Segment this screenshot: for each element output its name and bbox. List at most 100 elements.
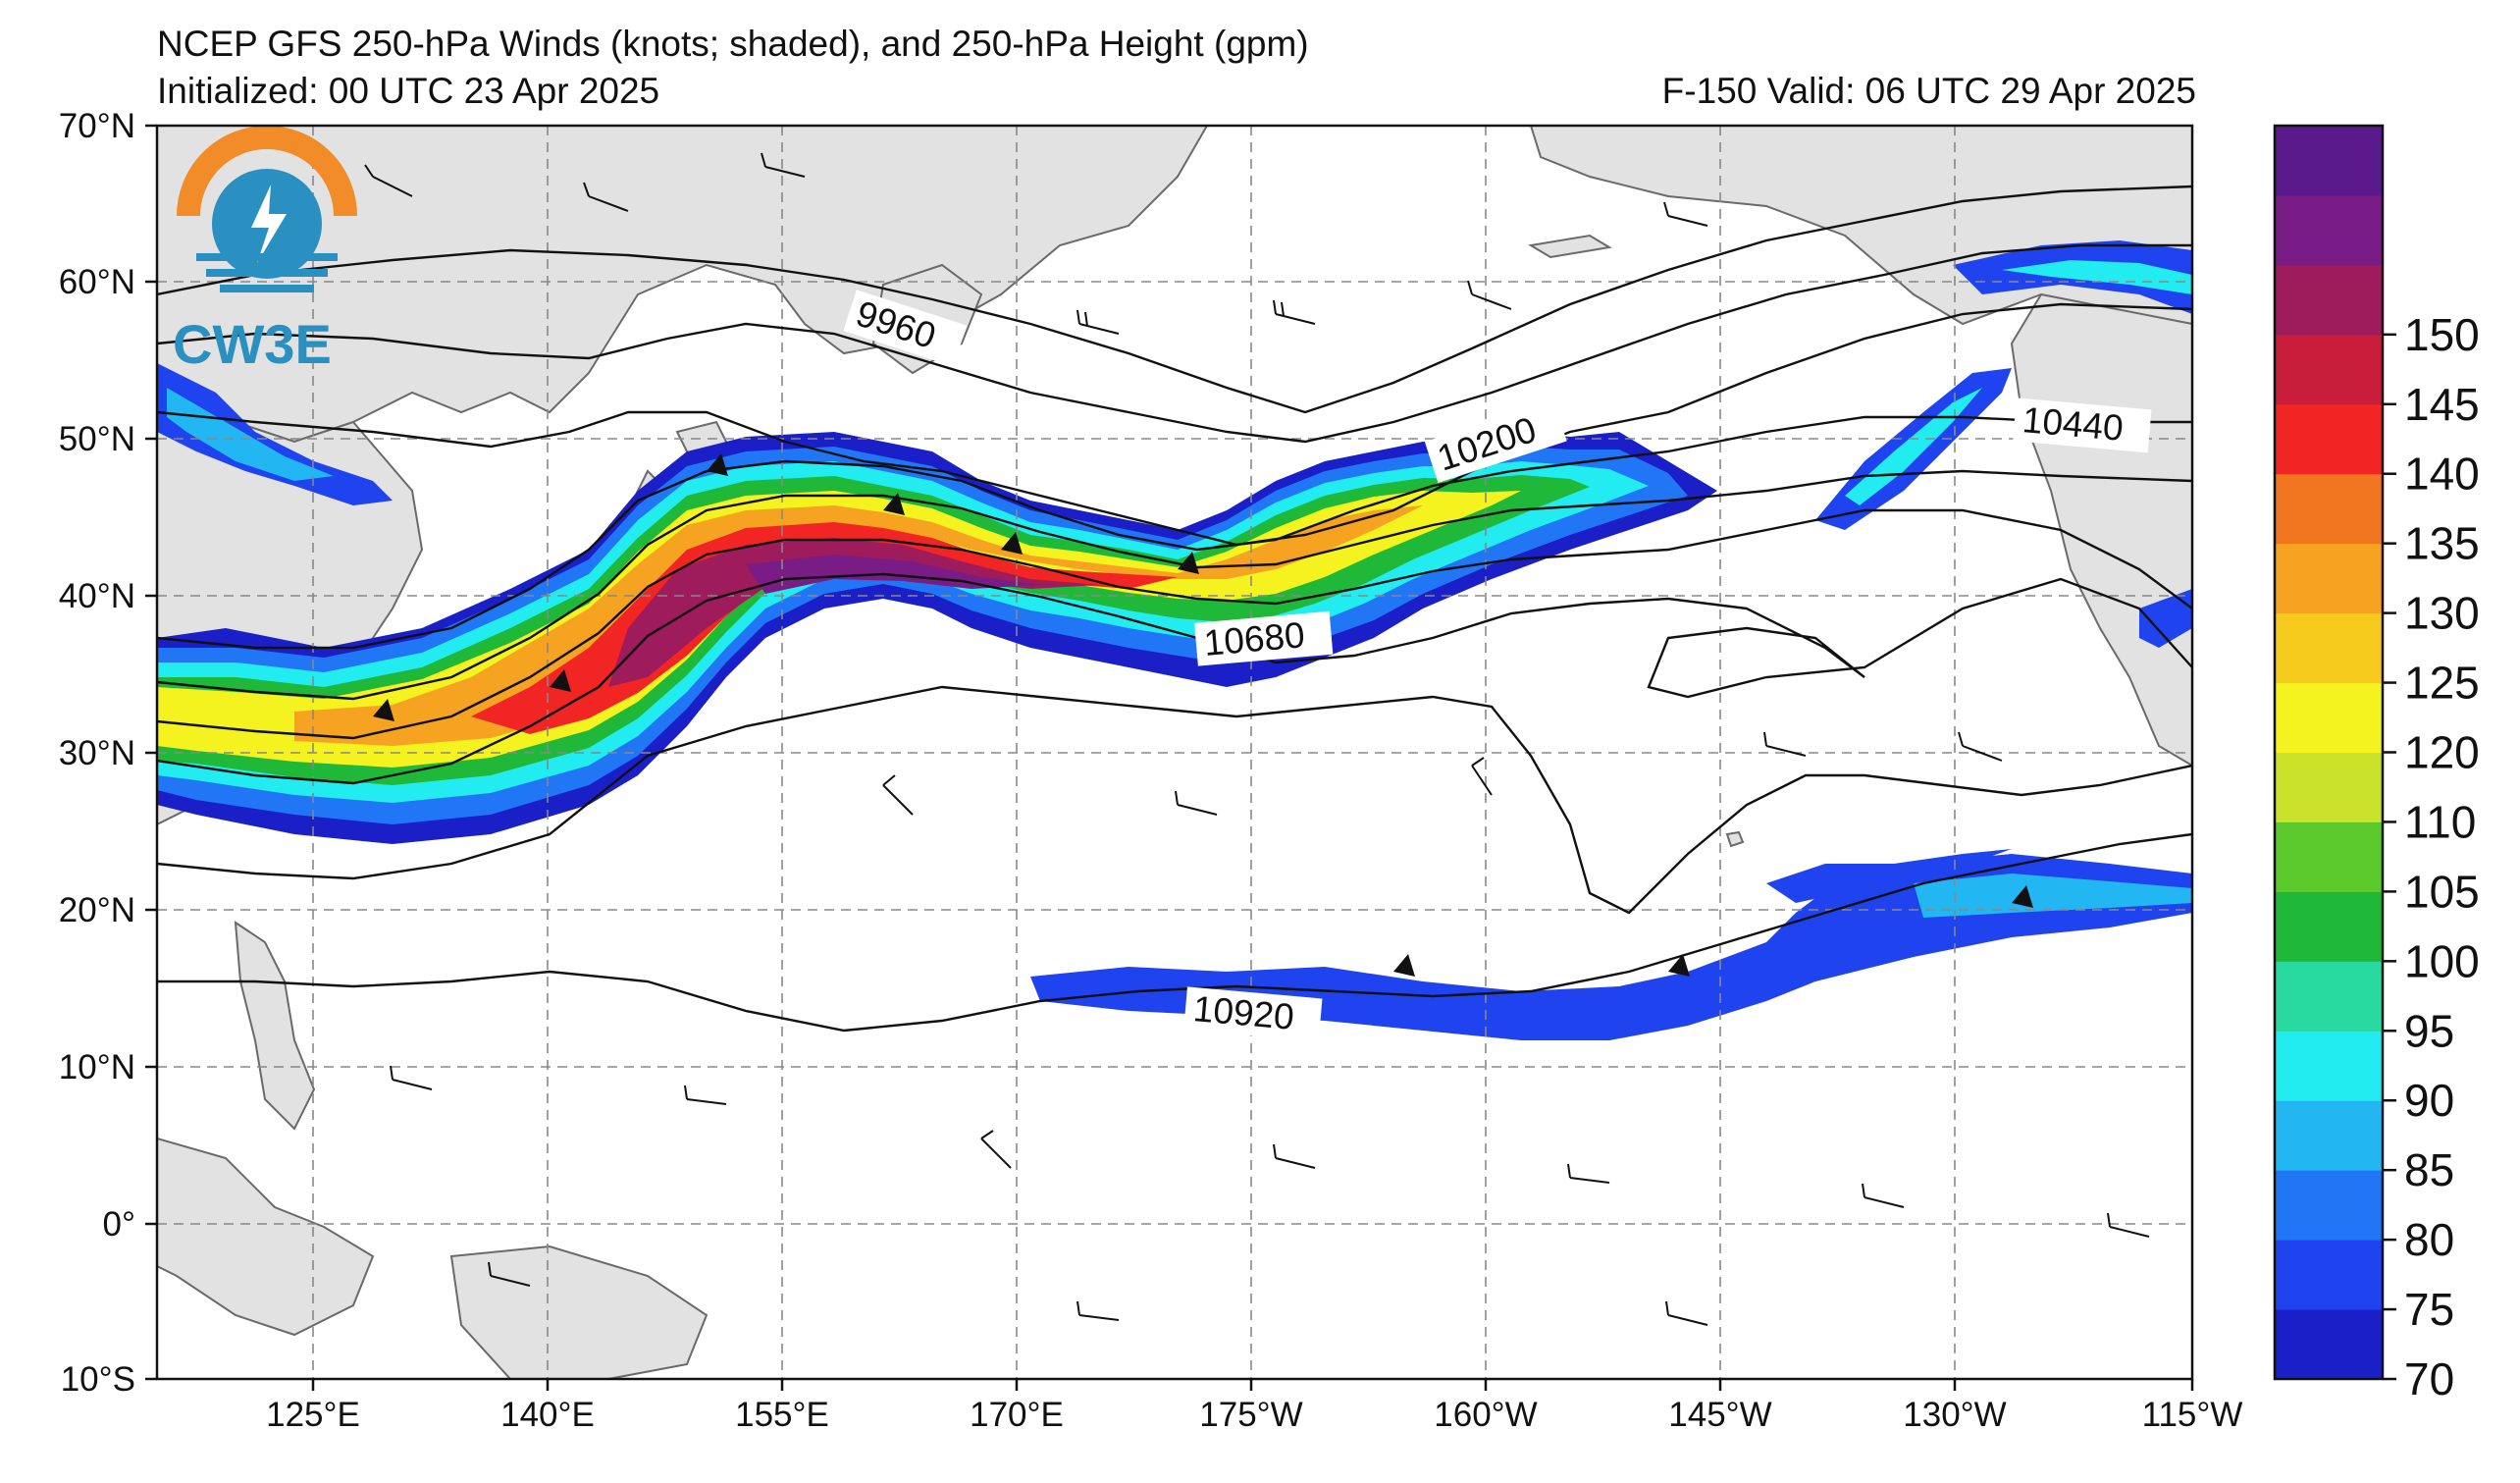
colorbar-tick-label: 85 — [2404, 1144, 2454, 1195]
colorbar-segment — [2275, 334, 2383, 405]
wind-barb-flags — [373, 453, 2033, 977]
colorbar-segment — [2275, 264, 2383, 336]
colorbar-segment — [2275, 1240, 2383, 1310]
colorbar — [2275, 126, 2383, 1380]
wind-barb — [1471, 757, 1493, 796]
lon-label: 140°E — [500, 1396, 595, 1434]
logo-text: CW3E — [173, 313, 332, 375]
lat-labels: 70°N 60°N 50°N 40°N 30°N 20°N 10°N 0° 10… — [59, 107, 135, 1399]
contour-label-10440: 10440 — [2013, 397, 2152, 453]
lon-label: 115°W — [2142, 1396, 2243, 1434]
wind-barb — [2107, 1212, 2150, 1238]
colorbar-tick-label: 110 — [2404, 796, 2476, 847]
colorbar-tick-label: 90 — [2404, 1075, 2454, 1126]
lon-label: 175°W — [1199, 1396, 1302, 1434]
wind-barb — [1763, 731, 1807, 757]
jet-canada-inner — [2002, 260, 2192, 294]
wind-barb — [761, 152, 806, 178]
contour-10440 — [157, 469, 2192, 701]
land-hawaii — [1725, 830, 1745, 848]
wind-barb — [980, 1130, 1012, 1169]
colorbar-segment — [2275, 126, 2383, 196]
wind-barb — [1467, 280, 1512, 310]
colorbar-segment — [2275, 194, 2383, 266]
wind-flag — [1178, 552, 1199, 574]
colorbar-tick-label: 80 — [2404, 1214, 2454, 1265]
wind-barb — [488, 1261, 531, 1287]
colorbar-tick-label: 125 — [2404, 658, 2480, 709]
initialized-label: Initialized: 00 UTC 23 Apr 2025 — [157, 71, 660, 111]
land-philippines — [234, 921, 316, 1131]
colorbar-tick-label: 150 — [2404, 309, 2480, 360]
lat-label: 50°N — [59, 420, 135, 458]
jet-subtropical-inner — [1914, 874, 2192, 918]
wind-barb — [1567, 1163, 1610, 1184]
wind-flag — [1668, 954, 1690, 977]
lon-label: 145°W — [1668, 1396, 1771, 1434]
lat-label: 30°N — [59, 734, 135, 772]
lat-label: 70°N — [59, 107, 135, 145]
colorbar-segment — [2275, 821, 2383, 892]
cw3e-logo: CW3E — [173, 126, 357, 375]
colorbar-segment — [2275, 612, 2383, 684]
logo-wave-2 — [206, 269, 328, 277]
colorbar-segment — [2275, 1100, 2383, 1171]
colorbar-tick-label: 105 — [2404, 866, 2480, 917]
lat-label: 40°N — [59, 577, 135, 615]
lon-label: 125°E — [266, 1396, 360, 1434]
colorbar-tick-label: 75 — [2404, 1284, 2454, 1335]
wind-flag — [373, 699, 394, 721]
lon-label: 130°W — [1903, 1396, 2006, 1434]
colorbar-segment — [2275, 1309, 2383, 1380]
colorbar-segment — [2275, 1170, 2383, 1241]
colorbar-segment — [2275, 543, 2383, 614]
contour-10320 — [157, 415, 2192, 650]
contour-10200 — [157, 302, 2192, 547]
colorbar-tick-label: 70 — [2404, 1353, 2454, 1404]
logo-sun-arc — [177, 126, 357, 217]
wind-barb — [1665, 1300, 1708, 1326]
valid-time-label: F-150 Valid: 06 UTC 29 Apr 2025 — [1661, 71, 2196, 111]
wind-barbs — [364, 152, 2150, 1326]
jet-band-145 — [608, 538, 1099, 687]
wind-barb — [1663, 201, 1708, 227]
lon-label: 170°E — [970, 1396, 1064, 1434]
lat-label: 20°N — [59, 891, 135, 929]
lightning-icon — [251, 185, 287, 263]
colorbar-tick-label: 130 — [2404, 588, 2480, 639]
colorbar-segment — [2275, 752, 2383, 822]
colorbar-segment — [2275, 891, 2383, 962]
colorbar-segment — [2275, 961, 2383, 1032]
wind-barb — [583, 182, 629, 212]
jet-subtropical-north — [1766, 849, 2012, 903]
logo-wave-1 — [196, 253, 338, 261]
jet-east-pacific-strip — [2139, 589, 2192, 648]
colorbar-tick-label: 140 — [2404, 449, 2480, 500]
wind-flag — [2012, 885, 2033, 908]
wind-flag — [550, 669, 571, 692]
lon-labels: 125°E 140°E 155°E 170°E 175°W 160°W 145°… — [266, 1396, 2242, 1434]
svg-text:10680: 10680 — [1202, 614, 1306, 663]
wind-barb — [1958, 731, 2003, 762]
jet-band-135 — [471, 522, 1178, 734]
contour-10680 — [157, 572, 2192, 785]
svg-text:10440: 10440 — [2021, 399, 2125, 449]
axis-ticks — [145, 124, 2194, 1391]
jet-subtropical — [1030, 854, 2192, 1040]
wind-speed-shading — [157, 240, 2192, 1040]
jet-asia-north — [157, 363, 393, 505]
wind-barb — [364, 164, 413, 197]
wind-barb — [390, 1065, 433, 1090]
contour-label-10920: 10920 — [1183, 986, 1323, 1042]
height-contours — [157, 185, 2192, 1033]
lat-label: 0° — [103, 1205, 135, 1244]
lon-label: 160°W — [1434, 1396, 1537, 1434]
colorbar-tick-label: 95 — [2404, 1005, 2454, 1056]
lat-label: 10°N — [59, 1048, 135, 1086]
contour-10800 — [157, 685, 2192, 915]
colorbar-tick-label: 120 — [2404, 727, 2480, 778]
land-new-guinea — [449, 1245, 709, 1379]
contour-label-10680: 10680 — [1194, 610, 1334, 666]
jet-asia-north-inner — [167, 388, 334, 481]
